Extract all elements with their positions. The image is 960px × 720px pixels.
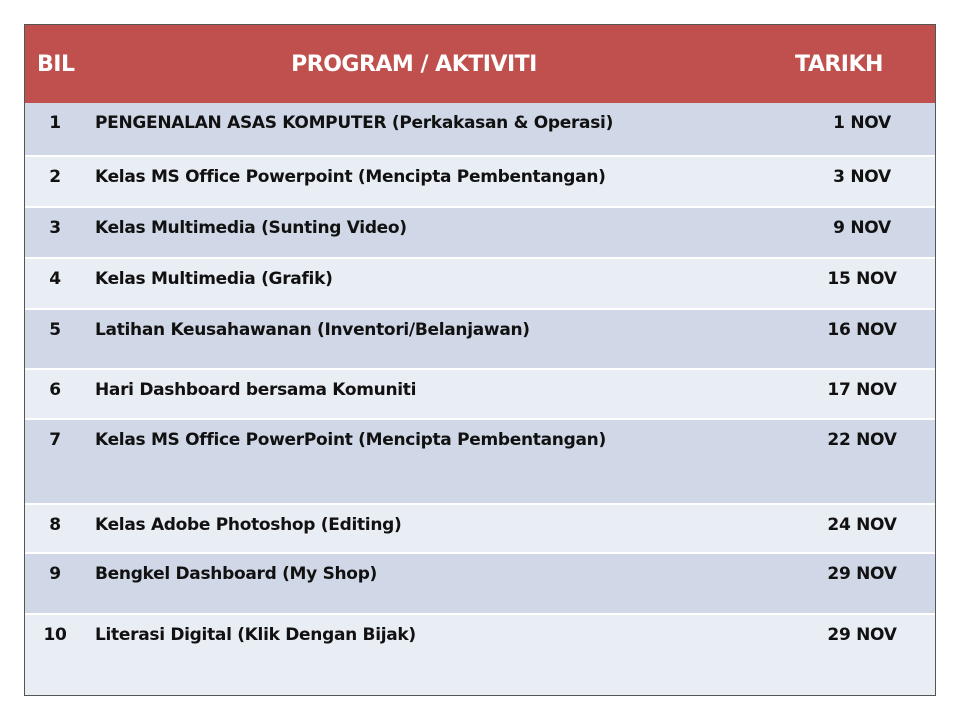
row-bil: 3 <box>49 218 61 238</box>
row-tarikh: 1 NOV <box>833 113 891 133</box>
row-program: Kelas Multimedia (Grafik) <box>95 269 333 289</box>
row-bil: 9 <box>49 564 61 584</box>
table-row: 5 Latihan Keusahawanan (Inventori/Belanj… <box>25 308 935 368</box>
row-program: Kelas MS Office Powerpoint (Mencipta Pem… <box>95 167 606 187</box>
row-program: Kelas Multimedia (Sunting Video) <box>95 218 407 238</box>
row-tarikh: 15 NOV <box>827 269 897 289</box>
row-bil: 2 <box>49 167 61 187</box>
row-tarikh: 24 NOV <box>827 515 897 535</box>
table-row: 4 Kelas Multimedia (Grafik) 15 NOV <box>25 257 935 308</box>
row-bil: 4 <box>49 269 61 289</box>
row-bil: 5 <box>49 320 61 340</box>
table-row: 6 Hari Dashboard bersama Komuniti 17 NOV <box>25 368 935 418</box>
row-bil: 1 <box>49 113 61 133</box>
row-program: Literasi Digital (Klik Dengan Bijak) <box>95 625 416 645</box>
row-bil: 10 <box>43 625 67 645</box>
table-row: 7 Kelas MS Office PowerPoint (Mencipta P… <box>25 418 935 503</box>
table-row: 10 Literasi Digital (Klik Dengan Bijak) … <box>25 613 935 695</box>
row-program: Latihan Keusahawanan (Inventori/Belanjaw… <box>95 320 530 340</box>
row-tarikh: 3 NOV <box>833 167 891 187</box>
table-row: 8 Kelas Adobe Photoshop (Editing) 24 NOV <box>25 503 935 552</box>
table-row: 3 Kelas Multimedia (Sunting Video) 9 NOV <box>25 206 935 257</box>
row-program: PENGENALAN ASAS KOMPUTER (Perkakasan & O… <box>95 113 614 133</box>
schedule-table: BIL PROGRAM / AKTIVITI TARIKH 1 PENGENAL… <box>24 24 936 696</box>
row-tarikh: 16 NOV <box>827 320 897 340</box>
row-tarikh: 22 NOV <box>827 430 897 450</box>
row-program: Kelas MS Office PowerPoint (Mencipta Pem… <box>95 430 606 450</box>
header-tarikh: TARIKH <box>795 51 883 77</box>
row-program: Hari Dashboard bersama Komuniti <box>95 380 417 400</box>
row-program: Kelas Adobe Photoshop (Editing) <box>95 515 402 535</box>
row-bil: 6 <box>49 380 61 400</box>
row-tarikh: 17 NOV <box>827 380 897 400</box>
row-tarikh: 29 NOV <box>827 564 897 584</box>
table-header: BIL PROGRAM / AKTIVITI TARIKH <box>25 25 935 103</box>
table-row: 9 Bengkel Dashboard (My Shop) 29 NOV <box>25 552 935 613</box>
header-program: PROGRAM / AKTIVITI <box>291 51 537 77</box>
table-row: 2 Kelas MS Office Powerpoint (Mencipta P… <box>25 155 935 206</box>
table-row: 1 PENGENALAN ASAS KOMPUTER (Perkakasan &… <box>25 103 935 155</box>
row-tarikh: 9 NOV <box>833 218 891 238</box>
header-bil: BIL <box>37 51 75 77</box>
row-bil: 8 <box>49 515 61 535</box>
row-program: Bengkel Dashboard (My Shop) <box>95 564 378 584</box>
row-tarikh: 29 NOV <box>827 625 897 645</box>
row-bil: 7 <box>49 430 61 450</box>
